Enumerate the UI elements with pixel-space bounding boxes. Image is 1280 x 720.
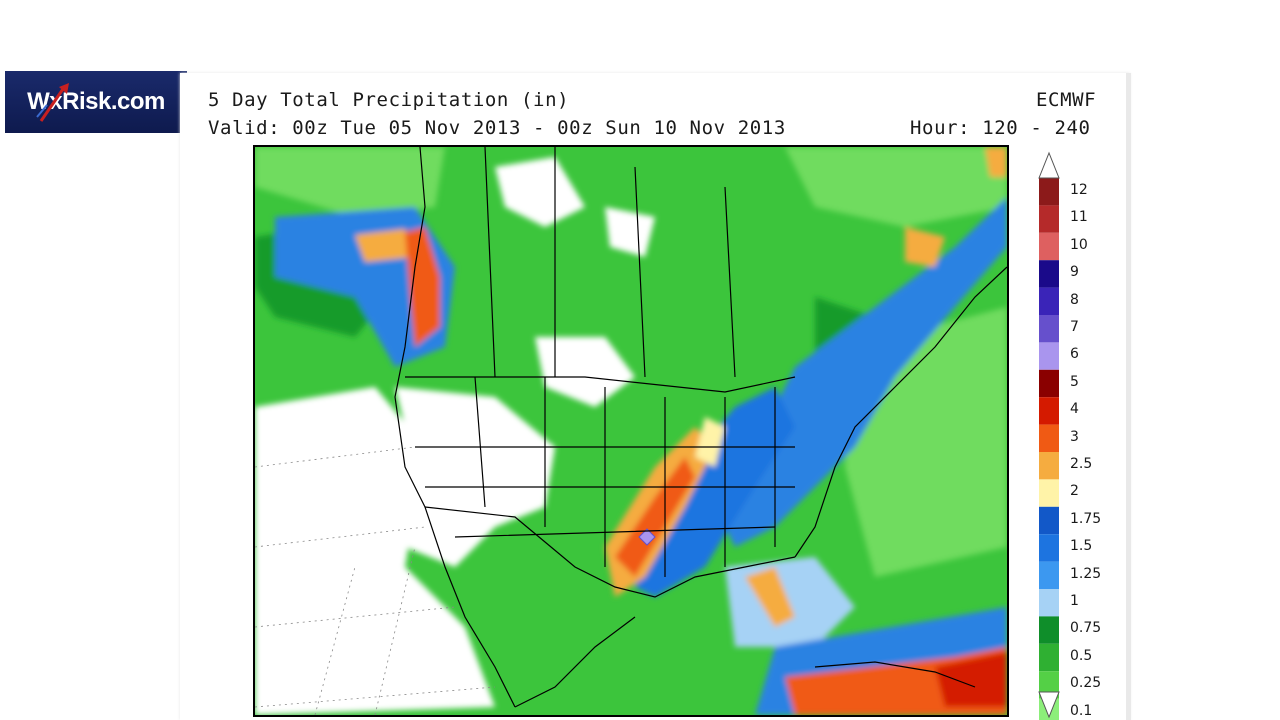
- precip-map-svg: [255, 147, 1007, 715]
- scale-swatch: [1039, 205, 1059, 233]
- province-lines: [484, 147, 736, 378]
- scale-label: 8: [1070, 291, 1079, 308]
- scale-swatch: [1039, 561, 1059, 589]
- west-coastline: [394, 147, 516, 708]
- orange-gulf: [745, 567, 795, 627]
- scale-label: 0.25: [1070, 675, 1102, 692]
- precip-contours: [255, 147, 1007, 715]
- map-title: 5 Day Total Precipitation (in): [208, 89, 570, 111]
- scale-label: 1: [1070, 593, 1079, 609]
- scale-label: 1.5: [1070, 538, 1093, 555]
- scale-swatch: [1039, 506, 1059, 535]
- scale-label: 4: [1070, 401, 1079, 418]
- scale-swatch: [1039, 534, 1059, 562]
- lat-lon-grid: [255, 446, 496, 715]
- caribbean-islands: [814, 661, 976, 688]
- orange-ne-corner: [985, 147, 1007, 177]
- scale-label: 7: [1070, 319, 1079, 335]
- us-mexico-gulf-border: [424, 506, 796, 598]
- orange-pacific-jet: [355, 229, 415, 262]
- logo-arrow-icon: [36, 83, 69, 122]
- dry-area-west: [395, 387, 555, 567]
- scale-label: 12: [1070, 182, 1088, 198]
- scale-swatch: [1039, 424, 1059, 452]
- scale-swatch: [1039, 589, 1059, 617]
- model-name: ECMWF: [1036, 89, 1097, 111]
- scale-label: 9: [1070, 264, 1079, 281]
- scale-top-arrow: [1038, 151, 1060, 179]
- scale-swatch: [1039, 397, 1059, 425]
- scale-swatch: [1039, 287, 1059, 315]
- yellow-midwest: [695, 417, 725, 467]
- scale-swatch: [1039, 479, 1059, 507]
- light-green-nw: [255, 147, 445, 217]
- east-coastline: [794, 266, 1007, 558]
- scale-label: 2.5: [1070, 456, 1093, 472]
- scale-swatch: [1039, 643, 1059, 672]
- red-caribbean-max: [935, 652, 1007, 707]
- orange-newfoundland: [905, 227, 945, 267]
- dry-area-pacific: [255, 387, 495, 715]
- dry-area-north: [495, 157, 585, 227]
- scale-label: 0.1: [1070, 702, 1093, 719]
- state-lines-horizontal: [415, 446, 795, 538]
- blue-mississippi-band: [635, 387, 795, 597]
- valid-period: Valid: 00z Tue 05 Nov 2013 - 00z Sun 10 …: [208, 117, 786, 139]
- scrollbar[interactable]: [1126, 73, 1131, 720]
- logo-text: WxRisk.com: [27, 88, 165, 115]
- scale-swatch: [1039, 616, 1059, 644]
- scale-label: 6: [1070, 346, 1079, 363]
- political-boundaries: [394, 147, 1007, 708]
- scale-swatch: [1039, 260, 1059, 288]
- scale-label: 1.25: [1070, 565, 1102, 582]
- mexico-coast: [514, 616, 636, 708]
- light-green-ne: [785, 147, 1007, 227]
- scale-swatch: [1039, 232, 1059, 261]
- scale-label: 1.75: [1070, 510, 1102, 527]
- scale-label: 2: [1070, 483, 1079, 500]
- scale-label: 10: [1070, 236, 1088, 253]
- red-pacific-coast: [405, 227, 440, 347]
- dry-area-plains: [535, 337, 635, 407]
- color-scale: [1038, 151, 1060, 720]
- scale-swatch: [1039, 315, 1059, 343]
- wxrisk-logo[interactable]: WxRisk.com: [5, 71, 187, 133]
- scale-swatch: [1039, 369, 1059, 398]
- blue-east-coast-band: [715, 197, 1007, 547]
- scale-swatch: [1039, 342, 1059, 370]
- scale-label: 11: [1070, 209, 1088, 226]
- scale-swatch: [1039, 452, 1059, 480]
- scale-label: 3: [1070, 428, 1079, 445]
- scale-label: 5: [1070, 373, 1079, 390]
- scale-label: 0.75: [1070, 620, 1102, 637]
- scale-label: 0.5: [1070, 647, 1093, 664]
- precipitation-map: [253, 145, 1009, 717]
- scale-bottom-arrow: [1038, 691, 1060, 719]
- dry-area-canada: [605, 207, 655, 257]
- scale-swatch: [1039, 178, 1059, 206]
- forecast-hours: Hour: 120 - 240: [910, 117, 1091, 139]
